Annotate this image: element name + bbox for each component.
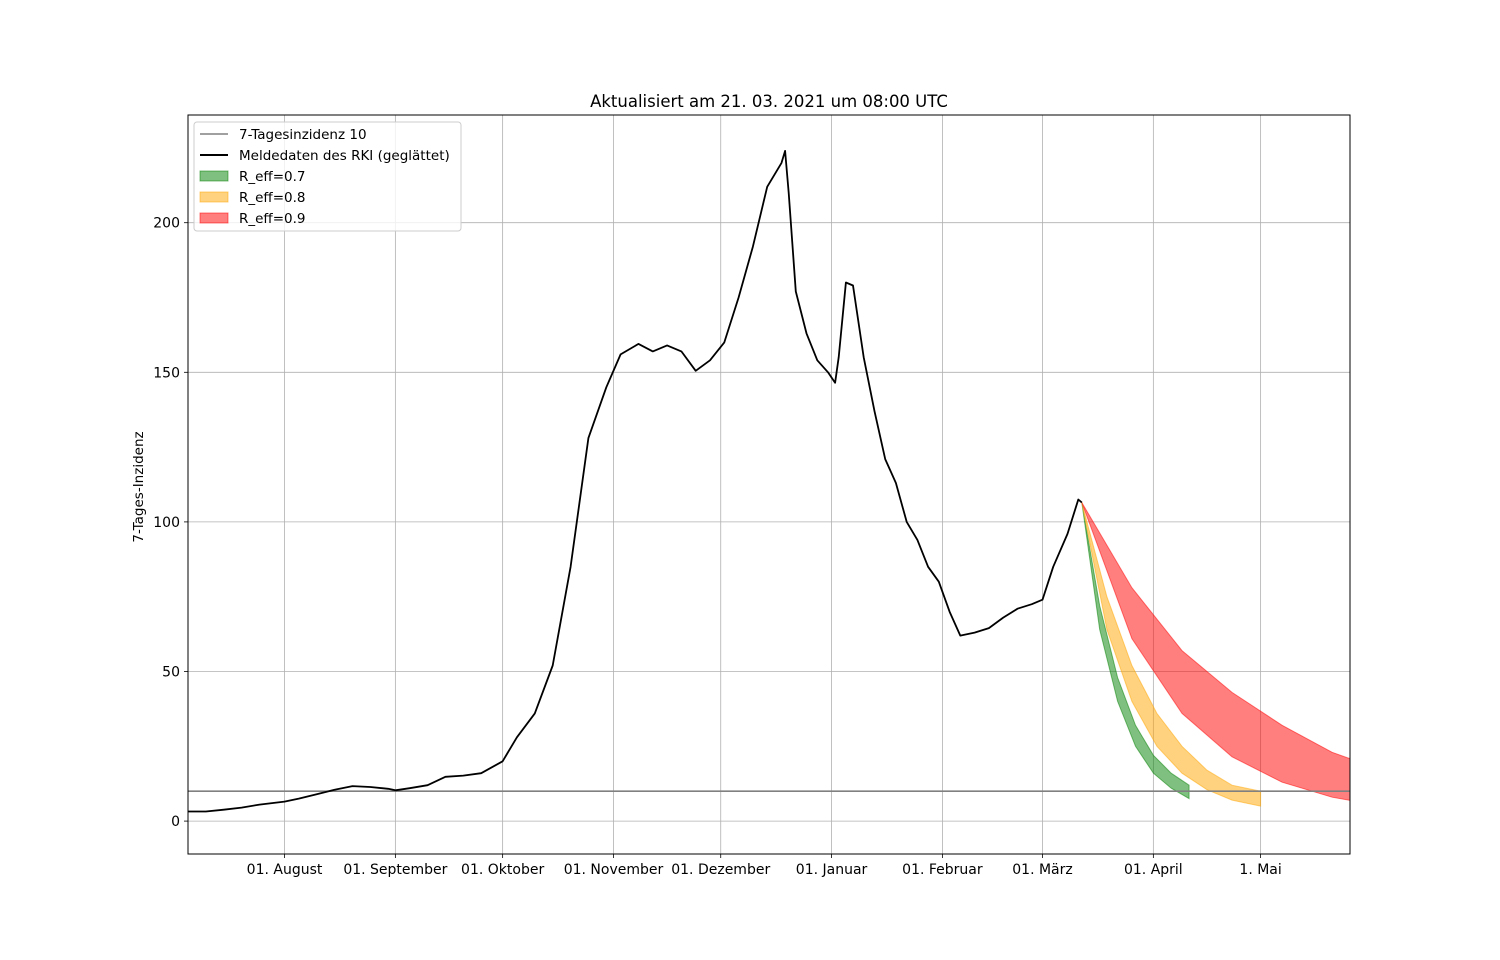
x-tick-label: 01. April xyxy=(1124,862,1183,878)
legend-label: R_eff=0.7 xyxy=(239,169,306,185)
x-tick-label: 01. März xyxy=(1012,862,1072,878)
band-r-eff-0-8 xyxy=(1081,502,1262,807)
band-r-eff-0-9 xyxy=(1081,502,1350,801)
tick-layer: 01. August 01. September 01. Oktober 01. No… xyxy=(153,216,1282,878)
x-tick-label: 01. Oktober xyxy=(461,862,544,878)
x-tick-label: 1. Mai xyxy=(1239,862,1281,878)
y-tick-label: 0 xyxy=(171,814,180,830)
legend-label: R_eff=0.9 xyxy=(239,211,306,227)
grid-layer xyxy=(188,115,1350,854)
y-tick-label: 50 xyxy=(162,664,180,680)
y-tick-label: 200 xyxy=(153,216,180,232)
y-axis-label: 7-Tages-Inzidenz xyxy=(131,431,147,542)
legend-swatch xyxy=(199,170,229,182)
legend: 7-Tagesinzidenz 10 Meldedaten des RKI (ge… xyxy=(193,121,462,232)
legend-label: Meldedaten des RKI (geglättet) xyxy=(239,148,450,164)
y-tick-label: 100 xyxy=(153,515,180,531)
legend-box xyxy=(193,121,462,232)
x-tick-label: 01. Januar xyxy=(796,862,868,878)
x-tick-label: 01. August xyxy=(247,862,323,878)
legend-label: R_eff=0.8 xyxy=(239,190,306,206)
x-tick-label: 01. November xyxy=(564,862,664,878)
data-layer xyxy=(188,150,1350,813)
x-tick-label: 01. Dezember xyxy=(671,862,770,878)
x-tick-label: 01. Februar xyxy=(902,862,983,878)
y-tick-label: 150 xyxy=(153,365,180,381)
x-tick-label: 01. September xyxy=(343,862,447,878)
line-meldedaten-des-rki-gegl-ttet xyxy=(188,150,1083,813)
legend-label: 7-Tagesinzidenz 10 xyxy=(239,127,367,143)
legend-swatch xyxy=(199,212,229,224)
plot-frame xyxy=(187,114,1351,855)
legend-swatch xyxy=(199,191,229,203)
chart-title: Aktualisiert am 21. 03. 2021 um 08:00 UT… xyxy=(590,92,948,111)
